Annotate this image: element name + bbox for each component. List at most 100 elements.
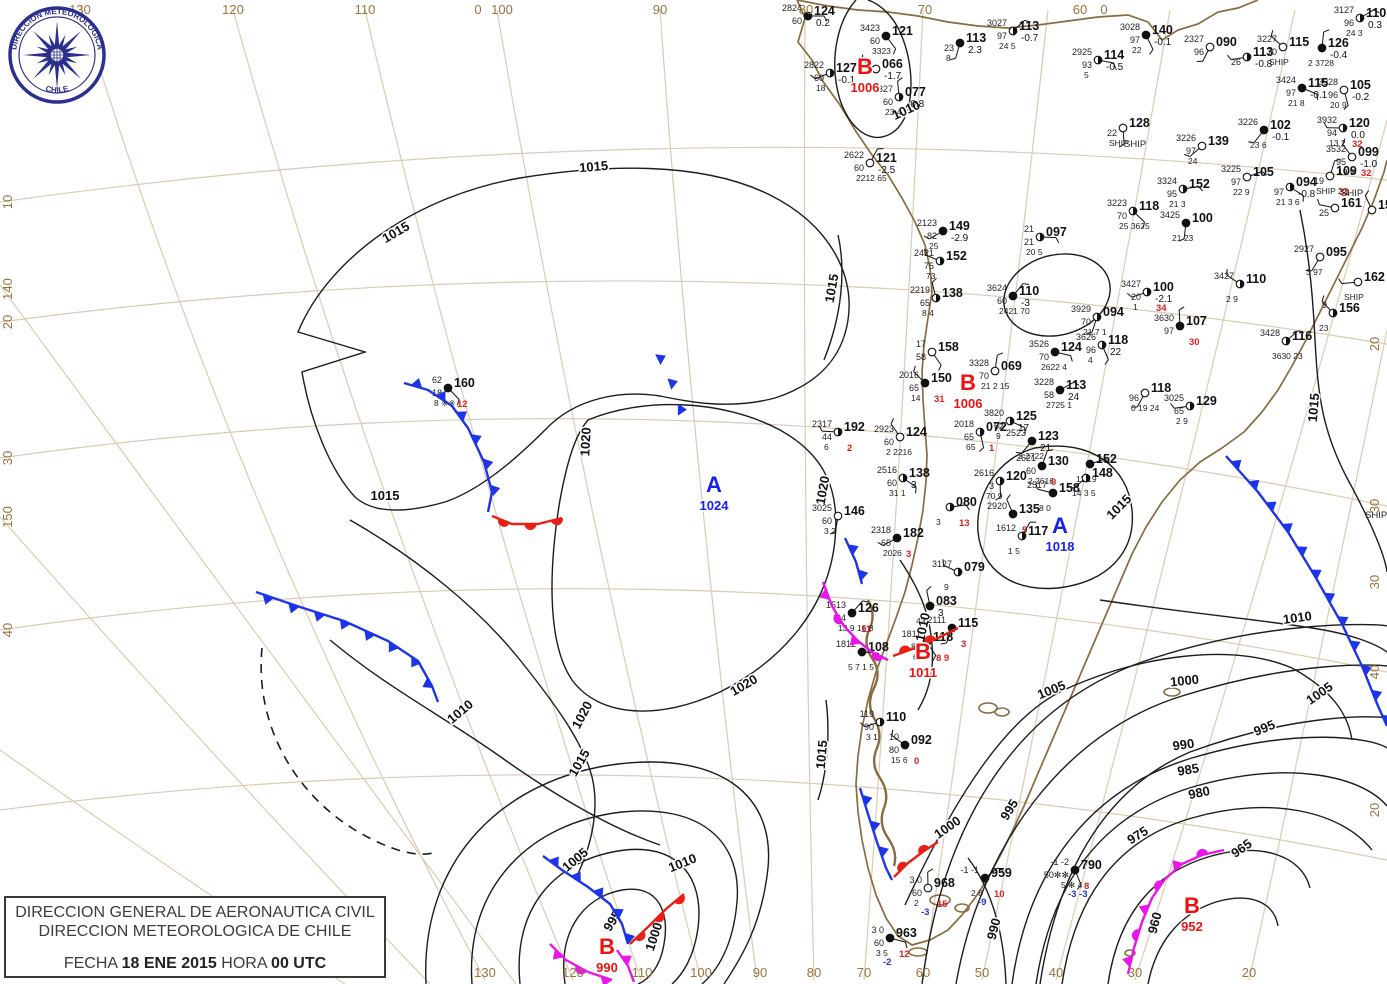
station-plot: 3028 97 140-0.1 22 [1120,22,1173,55]
station-value: 60 [884,437,894,447]
station-red-value: 1 [989,443,995,454]
station-pressure: 095 [1326,245,1347,259]
grid-label-top: 110 [355,2,376,17]
station-value: 70 [979,371,989,381]
isobar-label: 1015 [822,273,842,304]
station-extra: 24 [1188,156,1198,166]
station-value: 3223 [1107,198,1127,208]
isobar-label: 985 [1176,760,1200,779]
station-pressure: 110 [1246,272,1266,286]
cloud-cover-half [1086,474,1090,482]
isobar [904,653,1353,906]
cloud-cover-symbol [871,64,881,74]
isobar-closed-oval [1003,253,1111,337]
station-value: 19 [1314,176,1324,186]
station-plot: 2822 60 127-0.1 18 [804,60,857,93]
station-extra: 14 [911,393,921,403]
station-value: 96 [1194,47,1204,57]
cold-front-marker [548,856,559,868]
cloud-cover-symbol [1339,85,1349,95]
cloud-cover-half [1247,53,1251,61]
station-pressure: 158 [1059,481,1080,495]
station-extra: 13 2 [1329,138,1346,148]
station-plot: 126-0.42 3728 [1308,29,1349,68]
station-value: 23 [944,43,954,53]
cold-front-marker [862,794,873,807]
isobar-label: 1010 [666,850,698,875]
station-value: 60 [1026,466,1036,476]
station-temp: -1.0 [1360,159,1378,170]
grid-label-top: 0 [1100,2,1107,17]
station-value: 18 [432,388,442,398]
station-value: 50✻✻ [1044,870,1069,880]
isobar-label: 1015 [579,158,609,175]
cloud-cover-symbol [927,347,937,357]
pressure-center-letter: A [1052,513,1068,538]
wind-barb-tick [1316,93,1319,101]
station-temp: 0.3 [1368,20,1382,31]
wind-barb-tick [1317,198,1320,205]
occluded-front-marker [849,634,861,646]
occluded-front-marker [833,613,843,625]
wind-barb-tick [942,559,944,566]
station-value: 96 [1344,18,1354,28]
station-pressure: 124 [814,4,835,18]
station-red-value: 3 [961,639,966,650]
station-red-value: 0 [914,756,919,767]
grid-label-top: 120 [222,2,244,17]
wind-barb-tick [1298,330,1305,334]
station-plot: 3226 97 139 24 [1176,133,1229,166]
wind-barb-tick [1086,331,1093,334]
station-plot: 3427 20 100-2.1 1 34 [1121,279,1174,314]
grid-label-bottom: 90 [753,965,767,980]
station-pressure: 129 [1196,394,1217,408]
station-value: 26 [1231,57,1241,67]
isobar [329,639,661,846]
wind-barb-tick [1334,158,1341,162]
station-extra: 18 [816,83,826,93]
island [994,707,1010,717]
station-value: 94 [1327,128,1337,138]
wind-barb-tick [965,504,970,511]
station-plot: 3027 97 113-0.7 24 5 [987,18,1039,51]
station-extra: 25 [929,241,939,251]
wind-barb-tick [1343,105,1349,111]
station-plot: 154 [1364,190,1387,215]
wind-barb-tick [829,531,836,535]
station-plot: 3223 70 118 25 3625 [1107,198,1159,231]
island [1124,949,1136,957]
station-pressure: 077 [905,85,926,99]
station-red-value: 15 [937,899,948,910]
station-value: 2016 [899,370,919,380]
cloud-cover-symbol [990,366,1000,376]
cloud-cover-half [1147,288,1151,296]
island [978,702,998,714]
warm-front-marker [551,517,563,526]
grid-label-right: 30 [1367,575,1382,589]
ship-label: SHIP [1365,510,1387,521]
station-temp: 0.0 [1351,130,1365,141]
cloud-cover-symbol [1175,321,1185,331]
island [908,947,928,957]
cold-front-marker [1230,459,1242,471]
isobar [470,810,739,984]
station-value: 10 [889,732,899,742]
station-value: 60 [814,73,824,83]
station-extra: 0 19 24 [1131,403,1160,413]
cloud-cover-symbol [955,38,965,48]
grid-label-top: 90 [653,2,667,17]
station-plot: -1 -1 959 2 8 10 -9 [960,865,1011,908]
lat-lon-grid [0,4,1387,984]
station-extra: 3 97 [1306,267,1323,277]
station-plot: 96 118 0 19 24 [1129,381,1171,413]
coastline-path [796,0,1387,946]
station-red-value: 32 [1361,168,1372,179]
wind-barb-tick [1055,237,1060,244]
station-extra: 3 2 [824,526,836,536]
cloud-cover-half [1102,341,1106,349]
